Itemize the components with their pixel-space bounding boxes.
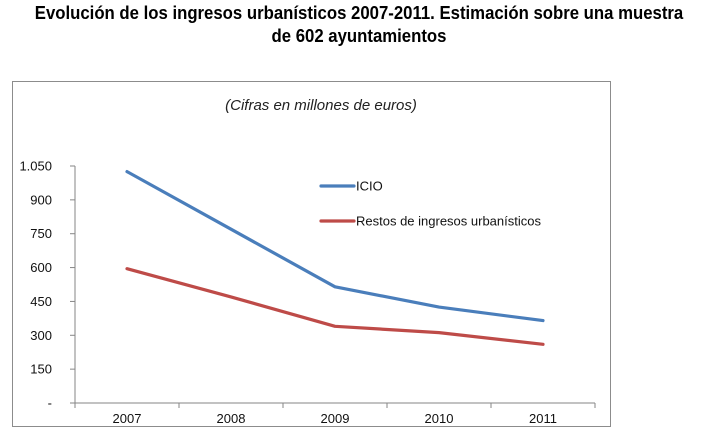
y-tick-label: 450 (30, 294, 52, 309)
x-tick-label: 2009 (321, 411, 350, 426)
series-line-restos-de-ingresos-urbanisticos (125, 267, 545, 346)
legend-label: Restos de ingresos urbanísticos (356, 214, 541, 229)
chart-title-line-2: de 602 ayuntamientos (271, 26, 447, 46)
x-tick-label: 2007 (113, 411, 142, 426)
y-tick-label: 600 (30, 260, 52, 275)
y-tick-label: 900 (30, 192, 52, 207)
x-tick-label: 2008 (217, 411, 246, 426)
chart-frame (12, 81, 611, 427)
y-tick-label: 750 (30, 226, 52, 241)
series-line-icio (125, 170, 545, 323)
chart-subtitle: (Cifras en millones de euros) (225, 97, 417, 114)
axes: - 150 300 450 600 750 900 1.050 2007 2008 2009 2010… (19, 159, 596, 426)
y-tick-label: - (48, 396, 52, 411)
y-tick-label: 150 (30, 362, 52, 377)
y-tick-label: 300 (30, 328, 52, 343)
y-tick-label: 1.050 (19, 159, 52, 174)
chart-title-line-1: Evolución de los ingresos urbanísticos 2… (34, 3, 684, 23)
legend: ICIO Restos de ingresos urbanísticos (319, 179, 541, 229)
x-tick-label: 2010 (425, 411, 454, 426)
chart-title: Evolución de los ingresos urbanísticos 2… (25, 2, 693, 48)
series-layer (125, 170, 545, 346)
legend-label: ICIO (356, 179, 383, 194)
x-tick-label: 2011 (529, 411, 557, 426)
